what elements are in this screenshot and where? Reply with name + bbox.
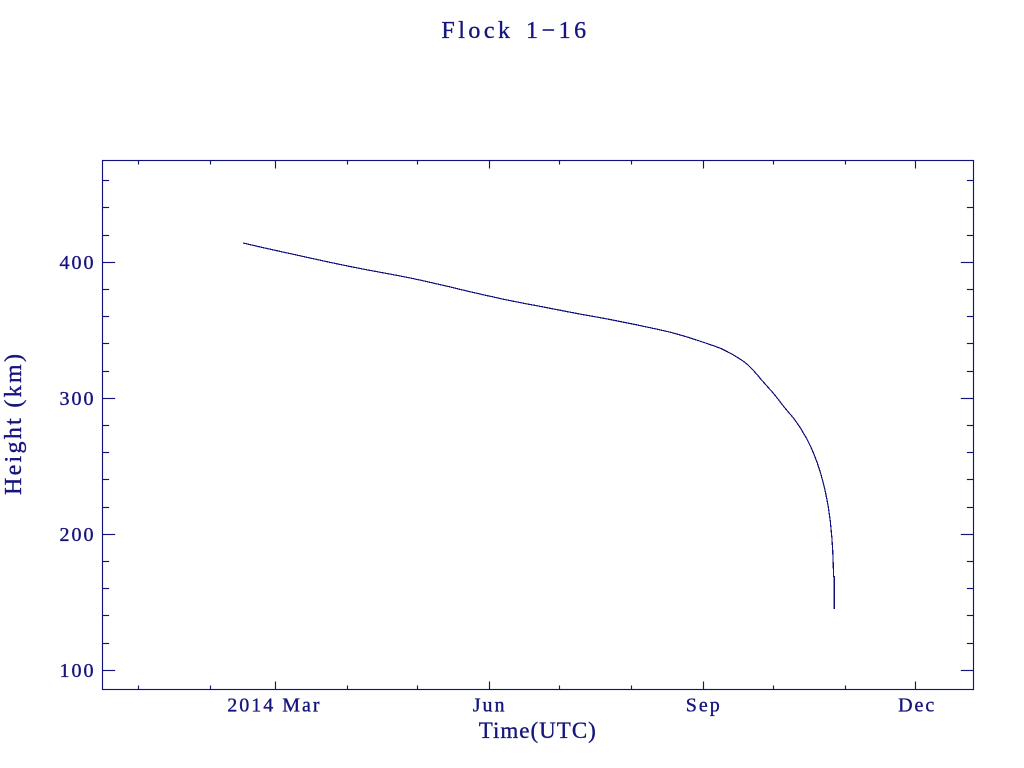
svg-text:400: 400 — [60, 252, 96, 274]
svg-text:100: 100 — [60, 660, 96, 682]
svg-text:Height (km): Height (km) — [1, 352, 27, 495]
svg-text:Time(UTC): Time(UTC) — [479, 718, 597, 743]
svg-text:Flock 1−16: Flock 1−16 — [441, 18, 589, 44]
svg-text:Dec: Dec — [898, 694, 936, 716]
svg-text:300: 300 — [60, 388, 96, 410]
svg-text:2014 Mar: 2014 Mar — [227, 694, 321, 716]
svg-text:Sep: Sep — [686, 694, 722, 716]
svg-text:200: 200 — [60, 524, 96, 546]
svg-text:Jun: Jun — [473, 694, 507, 716]
